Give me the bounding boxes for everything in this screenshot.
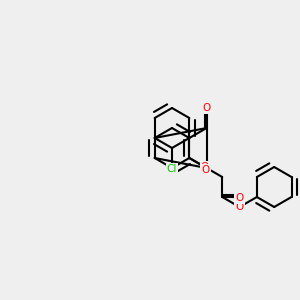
Text: O: O: [202, 165, 210, 175]
Text: O: O: [202, 103, 211, 113]
Text: O: O: [235, 193, 243, 203]
Text: O: O: [235, 193, 243, 203]
Text: O: O: [236, 202, 244, 212]
Text: O: O: [202, 165, 210, 175]
Text: O: O: [201, 162, 209, 172]
Text: O: O: [202, 103, 211, 113]
Text: Cl: Cl: [167, 164, 177, 174]
Text: O: O: [201, 162, 209, 172]
Text: O: O: [236, 202, 244, 212]
Text: Cl: Cl: [167, 164, 177, 174]
